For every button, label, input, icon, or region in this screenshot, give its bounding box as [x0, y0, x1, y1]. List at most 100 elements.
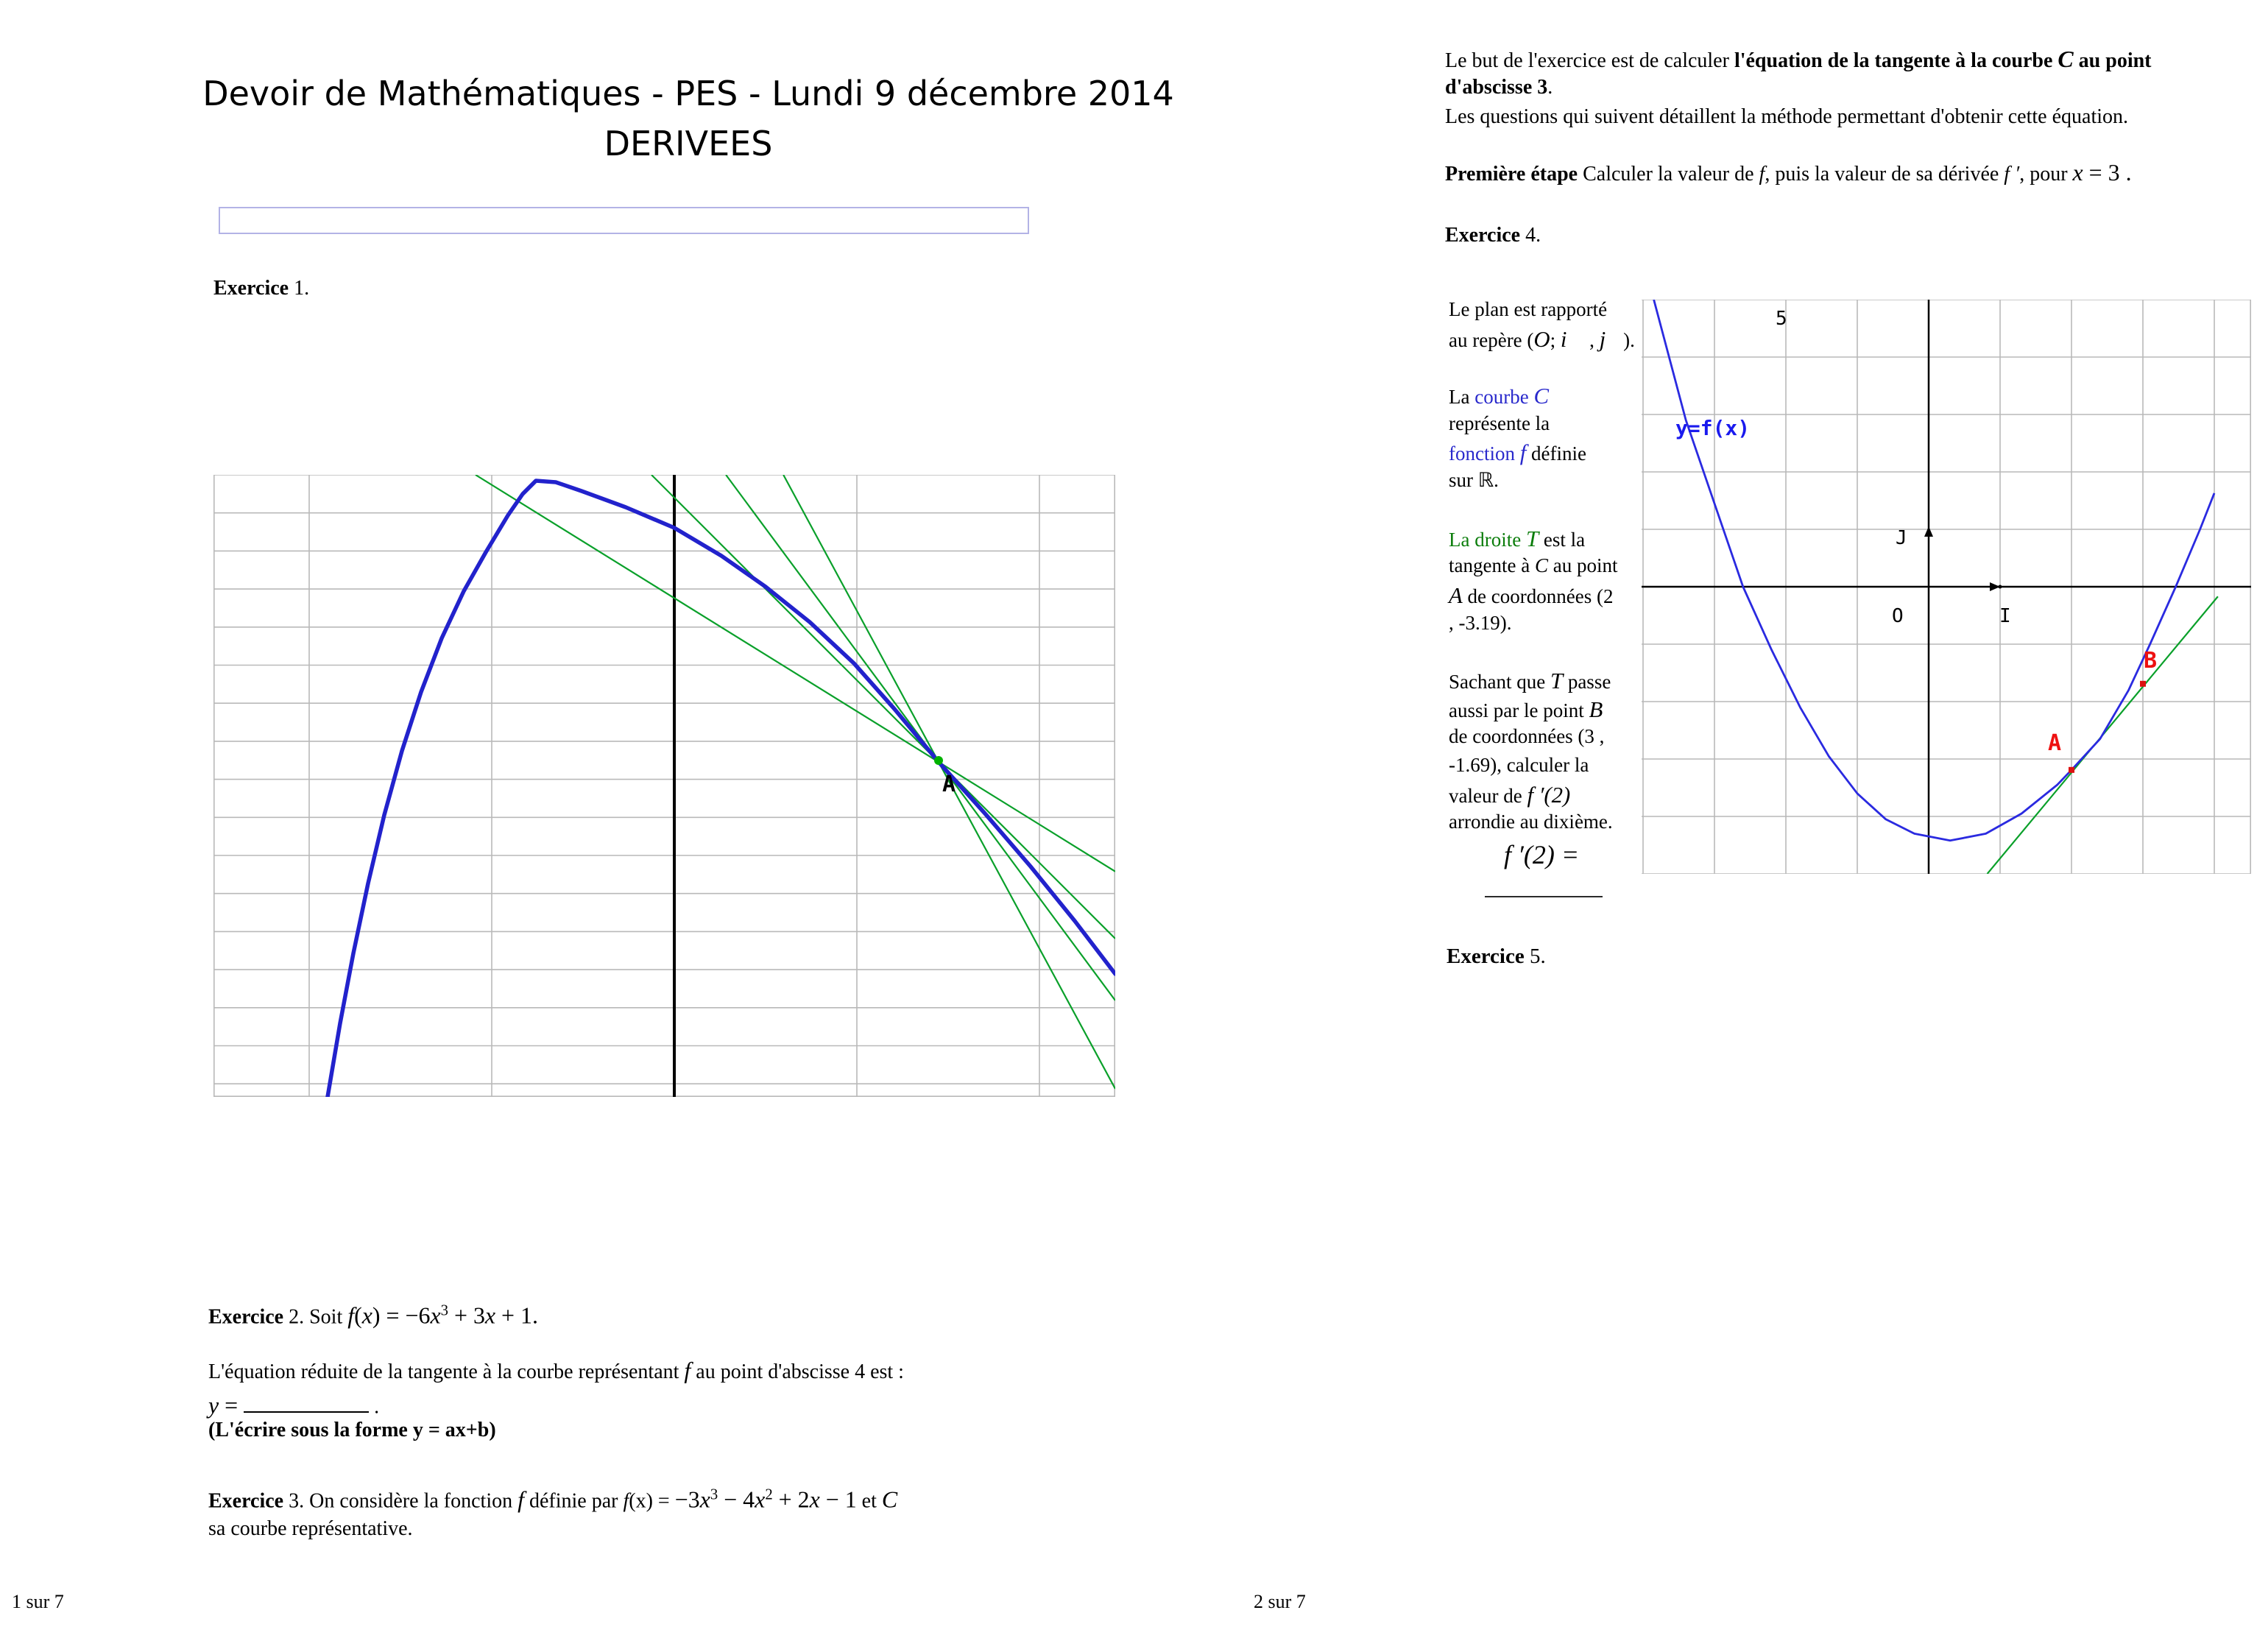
text-segment: Exercice	[213, 277, 289, 300]
exercice1-heading: Exercice 1.	[213, 276, 309, 301]
text-segment: , puis la valeur de sa dérivée	[1765, 163, 2005, 186]
text-segment: f	[1759, 163, 1765, 186]
text-segment: 3	[710, 1486, 718, 1503]
function-curve	[325, 479, 1115, 1097]
text-segment: ).	[1623, 328, 1635, 351]
text-segment: + 3	[448, 1302, 485, 1329]
text-segment: Le plan est rapporté	[1449, 298, 1608, 320]
exercice1-graph: A	[213, 475, 1115, 1097]
answer-input-field[interactable]	[219, 207, 1029, 234]
text-segment: représente la	[1449, 412, 1550, 434]
text-segment: O	[1533, 326, 1550, 352]
text-line: valeur de f ′(2)	[1449, 782, 1647, 811]
text-segment: (L'écrire sous la forme y = ax+b)	[208, 1419, 496, 1441]
text-segment: L'équation réduite de la tangente à la c…	[208, 1360, 685, 1383]
text-segment: f ′(2) =	[1504, 840, 1586, 869]
text-segment: 3. On considère la fonction	[283, 1489, 518, 1513]
text-line	[1449, 639, 1647, 668]
text-segment: x	[699, 1486, 710, 1513]
text-segment: de coordonnées (3 ,	[1449, 725, 1605, 748]
text-segment: , -3.19).	[1449, 611, 1512, 634]
text-segment: au point	[1547, 554, 1618, 577]
text-segment: = 3 .	[2083, 160, 2132, 186]
text-segment: au repère (	[1449, 328, 1534, 351]
text-segment: Les questions qui suivent détaillent la …	[1445, 105, 2129, 128]
text-line: arrondie au dixième.	[1449, 810, 1647, 839]
text-segment: ,	[1584, 328, 1600, 351]
point-b	[2140, 680, 2146, 687]
text-segment: x	[755, 1486, 766, 1513]
page1-footer: 1 sur 7	[12, 1591, 64, 1612]
fprime-answer-blank[interactable]	[1485, 896, 1603, 897]
text-line	[1449, 497, 1647, 526]
text-segment: T	[1550, 668, 1564, 693]
text-segment: x	[361, 1302, 372, 1329]
text-segment: f	[347, 1302, 355, 1329]
text-segment: .	[1547, 76, 1553, 99]
j-arrow	[1924, 526, 1933, 537]
text-segment: C	[881, 1486, 898, 1513]
graph-label-j: J	[1896, 527, 1907, 549]
text-line: A de coordonnées (2	[1449, 582, 1647, 611]
exercice3-line1: Exercice 3. On considère la fonction f d…	[208, 1486, 897, 1514]
text-segment: 2. Soit	[283, 1305, 348, 1329]
text-segment: Le but de l'exercice est de calculer	[1445, 49, 1734, 72]
text-segment: , pour	[2019, 163, 2073, 186]
text-segment: passe	[1563, 670, 1611, 693]
text-segment: f	[684, 1358, 691, 1383]
text-segment: .	[369, 1395, 380, 1419]
exercice4-text-column: Le plan est rapporté au repère (O; i⃗ , j…	[1449, 297, 1647, 839]
text-segment: x	[2072, 160, 2083, 186]
text-segment: ;	[1550, 328, 1561, 351]
exercice4-heading: Exercice 4.	[1445, 223, 1541, 248]
graph-label-a: A	[2048, 730, 2061, 756]
text-segment: 4.	[1520, 224, 1541, 247]
text-segment: définie	[1526, 442, 1587, 465]
text-segment: C	[2058, 46, 2074, 72]
text-segment: C	[1533, 384, 1549, 409]
text-segment: (	[354, 1302, 362, 1329]
secant-line	[651, 475, 1115, 939]
text-segment: f	[623, 1489, 629, 1513]
point-a-label: A	[942, 772, 956, 797]
text-segment: arrondie au dixième.	[1449, 811, 1613, 833]
page2-intro-line1: Le but de l'exercice est de calculer l'é…	[1445, 46, 2152, 74]
text-segment: Exercice	[1445, 224, 1521, 247]
text-segment: + 1.	[495, 1302, 538, 1329]
text-segment: d'abscisse 3	[1445, 76, 1548, 99]
graph-label-b: B	[2144, 648, 2157, 674]
text-segment: définie par	[524, 1489, 624, 1513]
point-a	[2069, 766, 2074, 773]
text-segment: x	[430, 1302, 441, 1329]
graph-label-5: 5	[1776, 308, 1787, 330]
text-segment: 2	[765, 1486, 773, 1503]
text-line: sur ℝ.	[1449, 468, 1647, 497]
exercice2-answer-line[interactable]: y = .	[208, 1390, 379, 1420]
text-segment: -1.69), calculer la	[1449, 754, 1589, 776]
text-segment: + 2	[772, 1486, 810, 1513]
exercice2-line4: (L'écrire sous la forme y = ax+b)	[208, 1418, 496, 1443]
answer-blank[interactable]	[244, 1390, 370, 1413]
text-line: -1.69), calculer la	[1449, 753, 1647, 782]
text-segment: l'équation de la tangente à la courbe	[1734, 49, 2058, 72]
fprime-equation: f ′(2) =	[1504, 839, 1586, 871]
secant-line	[475, 475, 1115, 872]
text-segment: Exercice	[208, 1305, 284, 1329]
text-segment: x	[809, 1486, 820, 1513]
exercice2-line2: L'équation réduite de la tangente à la c…	[208, 1357, 904, 1385]
graph-label-yfx: y=f(x)	[1675, 416, 1750, 440]
text-line: Sachant que T passe	[1449, 668, 1647, 696]
graph-label-i: I	[1999, 605, 2011, 627]
text-segment: Exercice	[208, 1489, 284, 1513]
text-segment: Première étape	[1445, 163, 1578, 186]
i-arrow	[1990, 582, 2000, 591]
text-line: La droite T est la	[1449, 526, 1647, 554]
exercice2-line1: Exercice 2. Soit f(x) = −6x3 + 3x + 1.	[208, 1302, 538, 1330]
page-title-line1: Devoir de Mathématiques - PES - Lundi 9 …	[202, 74, 1174, 113]
text-segment: i⃗	[1560, 326, 1585, 352]
text-line: tangente à C au point	[1449, 554, 1647, 582]
text-segment: tangente à	[1449, 554, 1535, 577]
text-segment: A	[1449, 582, 1463, 608]
text-segment: j⃗	[1599, 326, 1624, 352]
